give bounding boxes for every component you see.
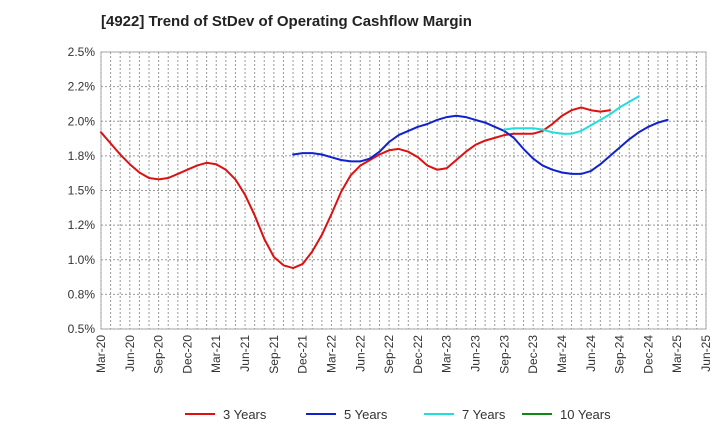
plot-area [100, 51, 707, 330]
x-tick-label: Dec-23 [526, 335, 540, 374]
x-tick-label: Mar-23 [440, 335, 454, 373]
x-tick-label: Dec-21 [296, 335, 310, 374]
x-tick-label: Dec-24 [641, 335, 655, 374]
x-tick-label: Mar-22 [324, 335, 338, 373]
grid-lines [100, 51, 707, 330]
y-tick-label: 2.2% [68, 80, 96, 94]
x-tick-label: Sep-23 [497, 335, 511, 374]
x-tick-label: Jun-24 [584, 335, 598, 372]
legend: 3 Years 5 Years 7 Years 10 Years [185, 407, 611, 422]
x-axis-ticks: Mar-20 Jun-20 Sep-20 Dec-20 Mar-21 Jun-21 Sep-… [94, 335, 713, 374]
chart-title: [4922] Trend of StDev of Operating Cashf… [101, 13, 472, 30]
y-tick-label: 2.5% [68, 45, 96, 59]
y-tick-label: 1.0% [68, 253, 96, 267]
series-line-7-years [503, 95, 640, 135]
x-tick-label: Sep-22 [382, 335, 396, 374]
series-line-5-years [292, 114, 669, 175]
series-line-3-years [100, 106, 611, 270]
x-tick-label: Jun-23 [469, 335, 483, 372]
legend-label-5-years: 5 Years [344, 407, 388, 422]
legend-label-7-years: 7 Years [462, 407, 506, 422]
x-tick-label: Mar-20 [94, 335, 108, 373]
x-tick-label: Mar-24 [555, 335, 569, 373]
y-axis-ticks: 0.5% 0.8% 1.0% 1.2% 1.5% 1.8% 2.0% 2.2% 2.5% [68, 45, 96, 336]
y-tick-label: 1.8% [68, 149, 96, 163]
x-tick-label: Sep-21 [267, 335, 281, 374]
y-tick-label: 1.2% [68, 218, 96, 232]
legend-label-3-years: 3 Years [223, 407, 267, 422]
x-tick-label: Jun-21 [238, 335, 252, 372]
series-lines [100, 95, 669, 270]
x-tick-label: Dec-22 [411, 335, 425, 374]
x-tick-label: Sep-20 [152, 335, 166, 374]
x-tick-label: Mar-25 [670, 335, 684, 373]
y-tick-label: 2.0% [68, 114, 96, 128]
x-tick-label: Jun-22 [353, 335, 367, 372]
x-tick-label: Dec-20 [180, 335, 194, 374]
y-tick-label: 0.8% [68, 287, 96, 301]
x-tick-label: Mar-21 [209, 335, 223, 373]
x-tick-label: Jun-25 [699, 335, 713, 372]
x-tick-label: Sep-24 [613, 335, 627, 374]
legend-label-10-years: 10 Years [560, 407, 611, 422]
y-tick-label: 0.5% [68, 322, 96, 336]
y-tick-label: 1.5% [68, 184, 96, 198]
x-tick-label: Jun-20 [123, 335, 137, 372]
